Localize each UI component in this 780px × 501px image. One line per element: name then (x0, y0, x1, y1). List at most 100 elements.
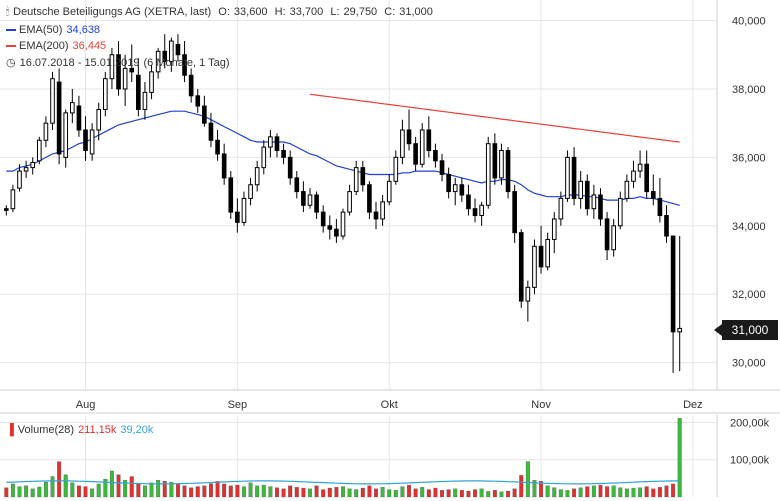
candle-body (565, 156, 570, 199)
volume-bar (76, 485, 81, 498)
candle-body (637, 163, 643, 172)
x-axis-label: Okt (381, 399, 398, 411)
volume-bar (149, 482, 154, 498)
header-line: 🕯 Deutsche Beteiligungs AG (XETRA, last) … (6, 6, 437, 19)
volume-bar (420, 487, 425, 498)
candle-body (545, 238, 550, 268)
volume-bar (591, 485, 596, 498)
candle-body (452, 184, 458, 193)
candle-body (664, 215, 669, 237)
candle-body (294, 177, 300, 193)
candle-body (433, 150, 438, 162)
volume-bar (83, 486, 88, 498)
candle-body (386, 180, 392, 203)
volume-bar (43, 481, 48, 498)
candle-body (248, 184, 253, 199)
volume-bar (268, 486, 273, 498)
candle-body (10, 189, 16, 210)
candle-body (70, 102, 75, 114)
volume-bar (486, 491, 491, 498)
price-tick-label: 30,000 (732, 358, 766, 370)
candle-body (274, 136, 280, 152)
candle-body (367, 184, 372, 213)
candle-body (551, 218, 557, 240)
volume-tick-label: 100,00k (730, 455, 770, 467)
period-note: (6 Monate, 1 Tag) (143, 57, 230, 69)
volume-bar (90, 488, 95, 498)
volume-bar (446, 489, 451, 498)
candle-body (644, 163, 650, 193)
volume-bar (572, 488, 577, 498)
candle-body (604, 218, 610, 251)
volume-bar (532, 480, 537, 498)
candle-body (83, 129, 88, 152)
candle-body (334, 228, 339, 237)
volume-bar (30, 488, 35, 498)
candle-body (136, 74, 141, 110)
candle-body (598, 194, 603, 220)
volume-bar (288, 485, 293, 498)
ema200-swatch (6, 45, 16, 48)
candle-body (23, 167, 29, 172)
candle-body (3, 208, 9, 211)
volume-bar (334, 487, 339, 498)
candle-body (268, 136, 273, 148)
candle-body (571, 156, 577, 199)
candle-body (63, 112, 69, 158)
volume-legend: ▐ Volume(28) 211,15k 39,20k (6, 424, 157, 436)
price-tick-label: 32,000 (732, 289, 766, 301)
volume-bar (275, 487, 279, 498)
price-tick-label: 40,000 (732, 16, 766, 28)
volume-bar (677, 418, 682, 498)
ema200-value: 36,445 (72, 40, 107, 52)
candle-body (30, 162, 36, 169)
volume-value: 211,15k (78, 424, 117, 436)
candle-body (103, 78, 108, 110)
volume-bar (301, 487, 306, 498)
clock-icon: ◷ (6, 57, 16, 69)
candle-body (485, 143, 491, 206)
volume-bar (644, 486, 649, 498)
candle-body (50, 78, 55, 124)
volume-label: Volume(28) (17, 424, 75, 436)
candle-body (532, 245, 537, 288)
volume-bar (651, 488, 656, 498)
volume-bar (525, 461, 530, 498)
candle-body (202, 105, 207, 124)
close-label: C: (384, 6, 396, 18)
volume-bar (222, 483, 227, 498)
volume-bar (466, 490, 471, 498)
volume-avg: 39,20k (120, 424, 154, 436)
candle-body (631, 170, 636, 182)
x-axis-label: Dez (683, 399, 703, 411)
volume-bar (578, 487, 583, 498)
candlestick-icon: 🕯 (6, 6, 10, 18)
candle-body (670, 235, 676, 333)
volume-bar (123, 480, 128, 498)
candle-body (439, 160, 445, 175)
volume-bar (10, 483, 15, 498)
candle-body (624, 180, 630, 199)
candle-body (650, 191, 656, 199)
volume-bar (208, 483, 213, 498)
volume-bar (413, 488, 418, 498)
candle-body (261, 146, 267, 169)
volume-bar (142, 485, 147, 498)
candle-body (492, 143, 498, 179)
candle-body (558, 197, 564, 220)
open-label: O: (218, 6, 230, 18)
price-tick-label: 34,000 (732, 221, 766, 233)
candle-body (512, 191, 517, 234)
volume-bar (129, 476, 134, 498)
candle-body (195, 95, 201, 107)
volume-bar (400, 486, 405, 498)
candle-body (400, 129, 405, 158)
volume-bar (506, 490, 511, 498)
volume-bar (479, 488, 484, 498)
candle-body (281, 150, 286, 158)
volume-bar (552, 487, 557, 498)
volume-bar (57, 461, 62, 498)
volume-bar (17, 486, 22, 498)
volume-bar (50, 476, 55, 498)
